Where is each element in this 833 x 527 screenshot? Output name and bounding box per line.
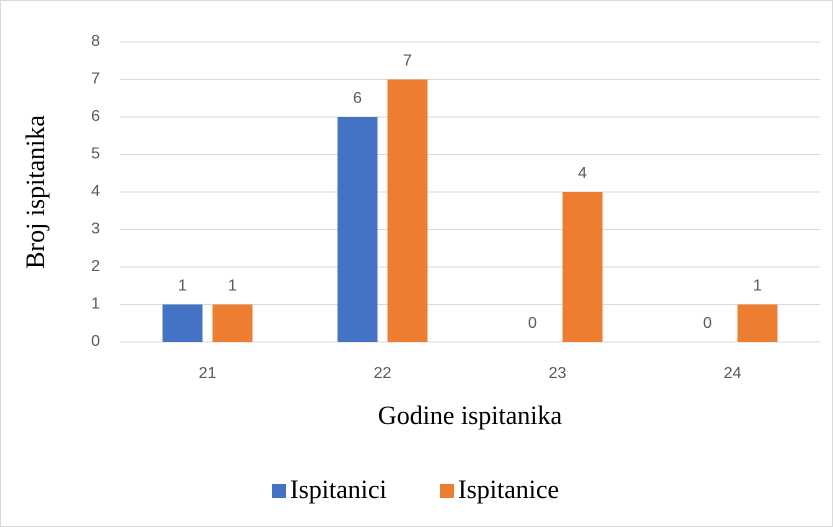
legend-label: Ispitanici xyxy=(290,475,387,504)
data-label: 0 xyxy=(528,315,537,332)
bar xyxy=(737,304,778,342)
data-label: 1 xyxy=(178,278,187,295)
y-tick-label: 0 xyxy=(91,333,100,350)
x-tick-label: 22 xyxy=(374,365,392,382)
bar xyxy=(212,304,253,342)
y-tick-label: 5 xyxy=(91,146,100,163)
bar xyxy=(162,304,203,342)
y-tick-label: 2 xyxy=(91,258,100,275)
bar xyxy=(337,117,378,342)
data-label: 6 xyxy=(353,90,362,107)
y-tick-label: 8 xyxy=(91,33,100,50)
legend-label: Ispitanice xyxy=(458,475,559,504)
bar xyxy=(562,192,603,342)
y-tick-label: 6 xyxy=(91,108,100,125)
data-label: 4 xyxy=(578,165,587,182)
x-tick-label: 21 xyxy=(199,365,217,382)
legend-swatch xyxy=(440,484,454,498)
y-axis-label: Broj ispitanika xyxy=(21,115,50,269)
x-tick-label: 23 xyxy=(549,365,567,382)
x-tick-label: 24 xyxy=(724,365,742,382)
data-label: 0 xyxy=(703,315,712,332)
legend-swatch xyxy=(272,484,286,498)
bar xyxy=(387,79,428,342)
y-tick-label: 1 xyxy=(91,296,100,313)
y-tick-label: 3 xyxy=(91,221,100,238)
y-tick-label: 4 xyxy=(91,183,100,200)
x-axis-label: Godine ispitanika xyxy=(378,401,563,430)
y-tick-label: 7 xyxy=(91,71,100,88)
data-label: 7 xyxy=(403,53,412,70)
data-label: 1 xyxy=(228,278,237,295)
data-label: 1 xyxy=(753,278,762,295)
